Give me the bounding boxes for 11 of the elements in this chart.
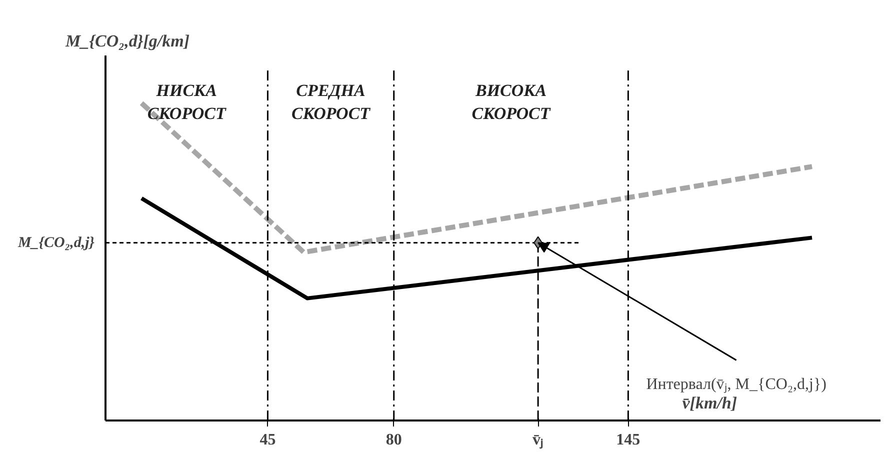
annotation: Интервал(v̄ⱼ, M_{CO₂,d,j}) xyxy=(646,376,826,394)
annotation: ВИСОКА СКОРОСТ xyxy=(472,81,551,123)
annotation: НИСКА СКОРОСТ xyxy=(147,81,226,123)
x-tick-label: 145 xyxy=(616,432,640,448)
x-axis-title: v̄[km/h] xyxy=(682,394,738,412)
x-tick-label: 45 xyxy=(260,432,276,448)
y-axis-title: M_{CO₂,d}[g/km] xyxy=(64,32,190,50)
annotation: СРЕДНА СКОРОСТ xyxy=(292,81,371,123)
ref-line-label: M_{CO₂,d,j} xyxy=(16,234,96,251)
x-tick-label: 80 xyxy=(386,432,402,448)
x-tick-label: v̄ⱼ xyxy=(532,432,544,450)
